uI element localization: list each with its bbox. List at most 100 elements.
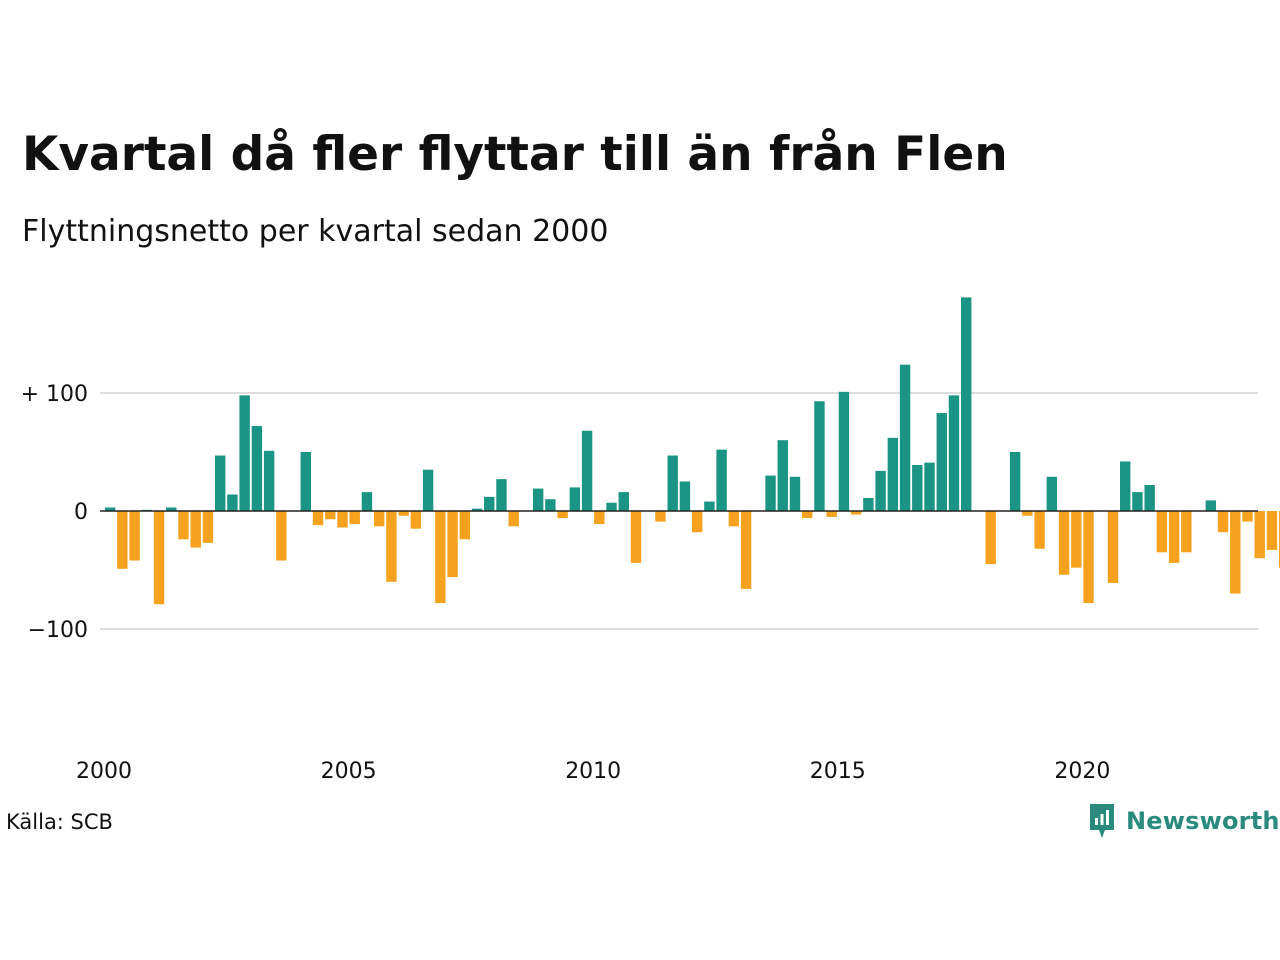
bar: [814, 401, 825, 511]
bar: [1168, 511, 1180, 563]
bar: [1144, 485, 1155, 511]
bar: [117, 511, 128, 569]
bar: [1083, 511, 1094, 604]
bar: [532, 488, 544, 511]
bar: [630, 511, 642, 563]
brand-logo[interactable]: Newsworthy: [1088, 802, 1280, 840]
bar: [606, 502, 617, 511]
bar: [655, 511, 666, 522]
bar: [325, 511, 336, 520]
bar: [838, 391, 850, 511]
bar: [129, 511, 140, 561]
bar: [214, 455, 226, 511]
bar: [875, 470, 886, 511]
bar: [1022, 511, 1033, 516]
bar: [1107, 511, 1119, 583]
bar: [1230, 511, 1241, 594]
bar: [1181, 511, 1192, 553]
bar: [765, 475, 776, 511]
bar: [239, 395, 250, 511]
x-tick-label: 2005: [321, 759, 377, 784]
bar: [850, 511, 862, 515]
bar: [716, 449, 727, 511]
bar: [985, 511, 996, 565]
bar: [166, 507, 177, 511]
x-tick-label: 2015: [810, 759, 866, 784]
source-note: Källa: SCB: [6, 810, 113, 834]
bar: [337, 511, 348, 528]
axes: + 100 0 −100 2000 2005 2010 2015 2020: [21, 382, 1258, 784]
bar: [190, 511, 201, 548]
bar: [1034, 511, 1045, 549]
bar: [227, 494, 238, 511]
brand-name: Newsworthy: [1126, 807, 1280, 835]
x-tick-label: 2010: [565, 759, 621, 784]
bar: [924, 462, 935, 511]
bar: [1046, 476, 1058, 511]
bar: [153, 511, 165, 605]
bar: [777, 440, 788, 511]
bar: [1278, 511, 1280, 568]
bar: [202, 511, 214, 543]
bar: [826, 511, 837, 517]
y-tick-label: + 100: [21, 382, 88, 407]
chart-subtitle: Flyttningsnetto per kvartal sedan 2000: [22, 214, 609, 249]
bar: [961, 297, 972, 511]
bar: [802, 511, 813, 519]
bar: [863, 498, 874, 511]
bar: [691, 511, 703, 533]
bar: [263, 450, 275, 511]
bar: [789, 476, 801, 511]
bar: [557, 511, 568, 519]
bar: [447, 511, 458, 578]
bars: [104, 297, 1280, 605]
bar: [887, 437, 899, 511]
bar: [899, 364, 911, 511]
bar: [178, 511, 189, 540]
bar: [545, 499, 556, 511]
bar: [1156, 511, 1168, 553]
bar: [471, 508, 483, 511]
y-tick-label: −100: [28, 618, 88, 643]
bar: [361, 492, 373, 511]
bar: [422, 469, 434, 511]
bar: [373, 511, 385, 527]
bar: [704, 501, 715, 511]
x-tick-label: 2020: [1054, 759, 1110, 784]
bar: [1254, 511, 1265, 559]
bar: [728, 511, 740, 527]
bar: [276, 511, 287, 561]
bar: [104, 507, 116, 511]
bar: [1205, 500, 1217, 511]
bar: [667, 455, 678, 511]
bar: [581, 430, 593, 511]
newsworthy-logo-icon: [1090, 804, 1114, 838]
gridlines: [100, 392, 1258, 630]
bar: [1132, 492, 1143, 511]
bar: [948, 395, 960, 511]
chart-title: Kvartal då fler flyttar till än från Fle…: [22, 127, 1008, 182]
bar: [251, 426, 263, 511]
bar: [740, 511, 752, 589]
x-tick-label: 2000: [76, 759, 132, 784]
bar: [410, 511, 422, 529]
bar: [508, 511, 519, 527]
bar: [618, 492, 629, 511]
bar: [1009, 452, 1021, 511]
bar: [1120, 461, 1131, 511]
bar: [1058, 511, 1070, 575]
bar: [594, 511, 605, 524]
bar: [569, 487, 581, 511]
bar: [1071, 511, 1082, 568]
bar: [1266, 511, 1278, 550]
bar: [459, 511, 470, 540]
bar: [349, 511, 360, 524]
bar: [1217, 511, 1229, 533]
bar: [435, 511, 446, 604]
bar: [484, 496, 495, 511]
bar: [1242, 511, 1253, 522]
bar: [300, 452, 311, 511]
bar: [679, 481, 691, 511]
bar: [386, 511, 397, 582]
